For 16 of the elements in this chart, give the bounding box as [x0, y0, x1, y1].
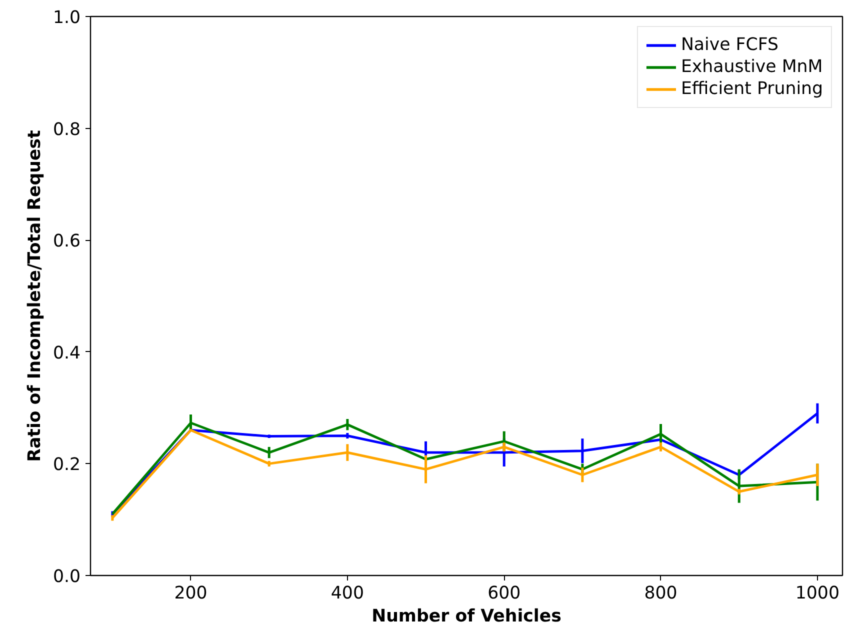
y-axis-title: Ratio of Incomplete/Total Request — [24, 130, 45, 462]
legend-label: Exhaustive MnM — [680, 57, 823, 77]
y-tick-label: 0.2 — [52, 455, 81, 476]
x-tick-label: 400 — [330, 584, 364, 604]
y-tick-label: 1.0 — [52, 8, 81, 28]
legend-label: Efficient Pruning — [680, 79, 823, 99]
y-tick-label: 0.4 — [52, 343, 81, 364]
x-tick-label: 1000 — [795, 584, 840, 604]
x-tick-label: 600 — [488, 584, 521, 604]
x-axis-title: Number of Vehicles — [372, 606, 562, 626]
y-tick-label: 0.6 — [52, 232, 81, 252]
y-tick-label: 0.0 — [52, 567, 81, 587]
x-tick-label: 200 — [174, 584, 208, 604]
legend-label: Naive FCFS — [680, 35, 779, 55]
x-tick-label: 800 — [644, 584, 678, 604]
y-tick-label: 0.8 — [52, 120, 81, 140]
